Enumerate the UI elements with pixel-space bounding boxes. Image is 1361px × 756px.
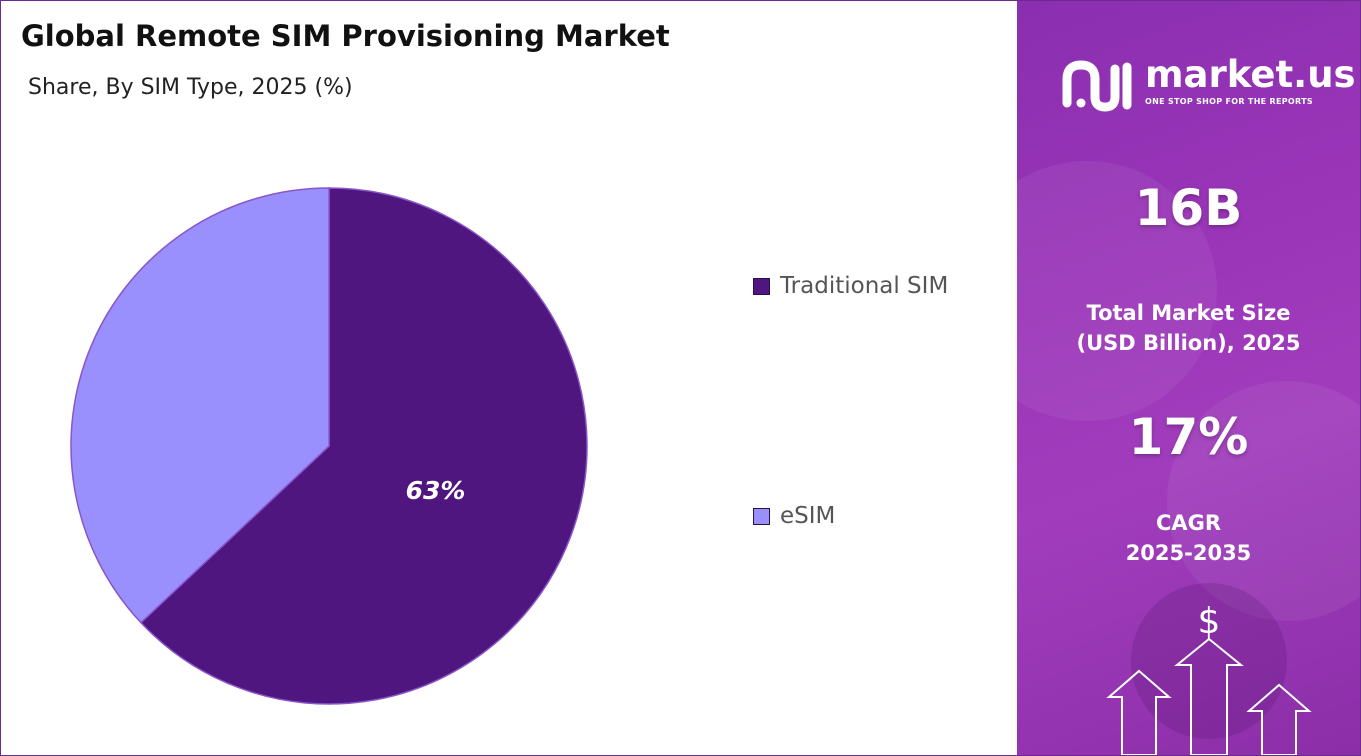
chart-panel: Global Remote SIM Provisioning Market Sh… <box>1 1 1017 755</box>
cagr-label-line1: CAGR <box>1155 511 1222 535</box>
market-size-label-line2: (USD Billion), 2025 <box>1076 331 1301 355</box>
logo-tagline: ONE STOP SHOP FOR THE REPORTS <box>1145 97 1313 106</box>
background-shape <box>1017 161 1217 421</box>
chart-title: Global Remote SIM Provisioning Market <box>21 19 670 53</box>
cagr-value: 17% <box>1128 408 1249 466</box>
pie-slice-traditional-sim <box>139 187 588 705</box>
logo-name: market.us <box>1145 53 1356 96</box>
pie-chart: 63% <box>70 187 588 705</box>
legend-label-esim: eSIM <box>780 503 836 529</box>
dollar-arrows-icon: $ <box>1106 583 1312 755</box>
market-us-logo: market.us ONE STOP SHOP FOR THE REPORTS <box>1061 53 1356 113</box>
legend-item-esim: eSIM <box>753 501 835 531</box>
market-size-label-line1: Total Market Size <box>1086 301 1291 325</box>
logo-icon <box>1062 60 1132 112</box>
legend-swatch-traditional-sim <box>753 277 770 295</box>
svg-text:$: $ <box>1198 601 1221 642</box>
cagr-label-line2: 2025-2035 <box>1125 541 1252 565</box>
pie-slice-esim <box>70 187 330 624</box>
chart-subtitle: Share, By SIM Type, 2025 (%) <box>28 75 353 100</box>
legend-swatch-esim <box>753 507 770 525</box>
legend-item-traditional-sim: Traditional SIM <box>753 271 948 301</box>
market-size-value: 16B <box>1134 179 1243 237</box>
data-label-traditional-sim: 63% <box>406 476 466 505</box>
background-shape <box>1167 381 1360 621</box>
summary-panel: market.us ONE STOP SHOP FOR THE REPORTS … <box>1017 1 1360 755</box>
legend-label-traditional-sim: Traditional SIM <box>780 273 949 299</box>
